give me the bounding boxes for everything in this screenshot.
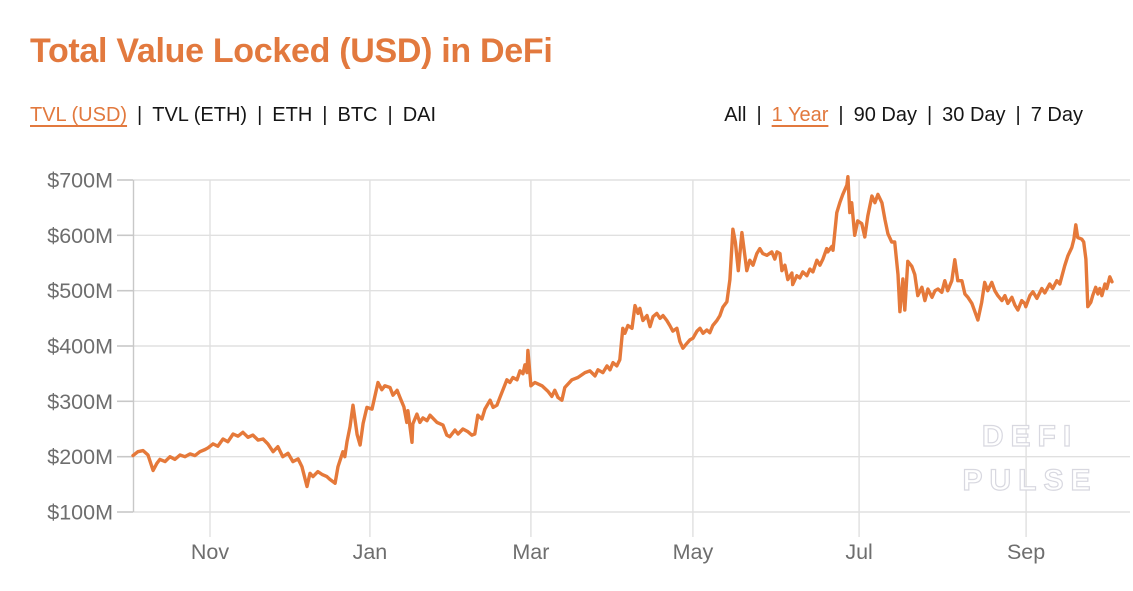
x-tick-label: Jul: [845, 540, 872, 564]
range-tab-7-day[interactable]: 7 Day: [1030, 104, 1083, 126]
tab-separator: |: [137, 104, 143, 126]
defipulse-watermark: DEFI: [982, 420, 1078, 453]
y-tick-label: $700M: [47, 169, 113, 193]
tab-separator: |: [838, 104, 844, 126]
defipulse-watermark: PULSE: [962, 464, 1097, 497]
tvl-line[interactable]: [131, 174, 1114, 489]
metric-tab-dai[interactable]: DAI: [402, 104, 437, 126]
filter-row: TVL (USD) | TVL (ETH) | ETH | BTC | DAI All | 1 Ye…: [0, 104, 1133, 127]
y-tick-label: $500M: [47, 279, 113, 303]
page-title: Total Value Locked (USD) in DeFi: [30, 32, 553, 70]
metric-tab-tvl-usd[interactable]: TVL (USD): [30, 104, 128, 126]
y-tick-label: $200M: [47, 445, 113, 469]
x-tick-label: May: [673, 540, 714, 564]
y-tick-label: $400M: [47, 335, 113, 359]
x-tick-label: Nov: [191, 540, 229, 564]
x-tick-label: Mar: [512, 540, 549, 564]
metric-tab-tvl-eth[interactable]: TVL (ETH): [152, 104, 248, 126]
x-tick-label: Sep: [1007, 540, 1045, 564]
range-tab-90-day[interactable]: 90 Day: [853, 104, 917, 126]
tab-separator: |: [756, 104, 762, 126]
tab-separator: |: [387, 104, 393, 126]
tab-separator: |: [1015, 104, 1021, 126]
y-tick-label: $100M: [47, 501, 113, 525]
y-tick-label: $300M: [47, 390, 113, 414]
x-tick-label: Jan: [353, 540, 388, 564]
tab-separator: |: [257, 104, 263, 126]
y-tick-label: $600M: [47, 224, 113, 248]
range-tabs: All | 1 Year | 90 Day | 30 Day | 7 Day: [724, 104, 1083, 127]
range-tab-1-year[interactable]: 1 Year: [771, 104, 829, 126]
range-tab-30-day[interactable]: 30 Day: [942, 104, 1006, 126]
metric-tab-btc[interactable]: BTC: [337, 104, 378, 126]
metric-tabs: TVL (USD) | TVL (ETH) | ETH | BTC | DAI: [30, 104, 436, 127]
tab-separator: |: [322, 104, 328, 126]
metric-tab-eth[interactable]: ETH: [272, 104, 313, 126]
tab-separator: |: [926, 104, 933, 126]
range-tab-all[interactable]: All: [724, 104, 747, 126]
